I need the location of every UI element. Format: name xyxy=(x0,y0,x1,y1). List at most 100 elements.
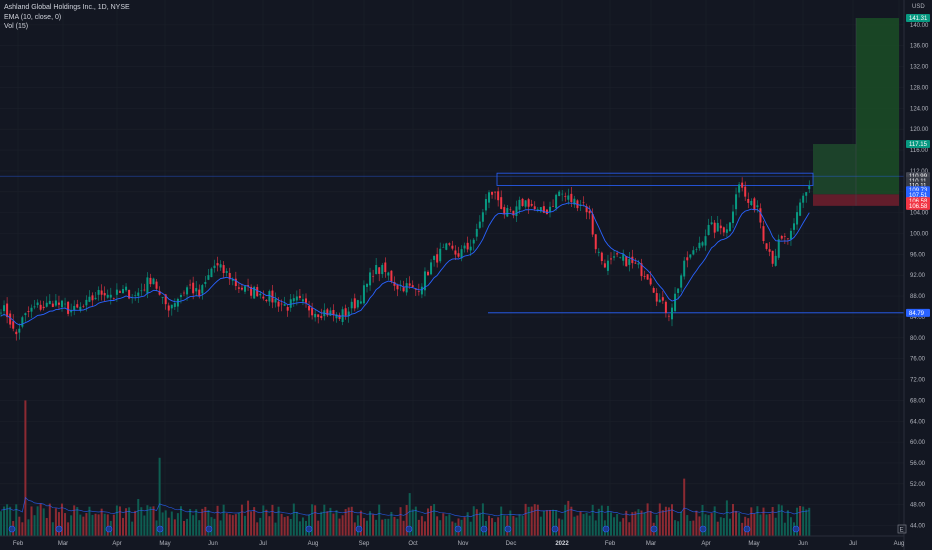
candle xyxy=(259,293,262,296)
earnings-marker-icon[interactable] xyxy=(305,525,313,533)
candle xyxy=(353,298,356,309)
candle xyxy=(30,307,33,312)
volume-bar xyxy=(216,505,219,536)
volume-bar xyxy=(210,517,213,536)
goto-realtime-button[interactable]: E xyxy=(897,524,907,534)
volume-bar xyxy=(417,519,420,536)
position-tool[interactable] xyxy=(813,18,899,206)
volume-bar xyxy=(545,510,548,536)
volume-bar xyxy=(390,511,393,536)
volume-bar xyxy=(500,506,503,536)
earnings-marker-icon[interactable] xyxy=(355,525,363,533)
volume-ma xyxy=(0,496,810,518)
symbol-title[interactable]: Ashland Global Holdings Inc., 1D, NYSE xyxy=(4,4,130,11)
earnings-marker-icon[interactable] xyxy=(792,525,800,533)
volume-bar xyxy=(683,478,686,536)
event-markers[interactable] xyxy=(8,525,800,533)
volume-bar xyxy=(808,507,811,536)
candle xyxy=(179,294,182,298)
time-label-12: Feb xyxy=(605,541,616,547)
earnings-marker-icon[interactable] xyxy=(480,525,488,533)
volume-bar xyxy=(402,520,405,536)
grid xyxy=(0,0,904,536)
candle xyxy=(387,272,390,276)
earnings-marker-icon[interactable] xyxy=(551,525,559,533)
candle xyxy=(57,302,60,305)
candle xyxy=(536,209,539,210)
volume-bar xyxy=(573,516,576,536)
candle xyxy=(234,278,237,287)
volume-bar xyxy=(671,504,673,536)
volume-bar xyxy=(195,509,198,536)
time-axis[interactable]: Feb Mar Apr May Jun Jul Aug Sep Oct Nov Dec 2022 Feb… xyxy=(13,541,905,547)
candle xyxy=(515,206,518,217)
volume-bar xyxy=(448,514,451,536)
candle xyxy=(454,250,457,255)
price-tag-1: 117.15 xyxy=(909,142,928,148)
candle xyxy=(289,299,292,308)
candle xyxy=(283,304,286,306)
candle xyxy=(436,254,439,263)
time-label-4: Jun xyxy=(208,541,218,547)
volume-bar xyxy=(167,517,170,536)
volume-bar xyxy=(732,503,734,536)
earnings-marker-icon[interactable] xyxy=(55,525,63,533)
price-tick-12: 92.00 xyxy=(910,273,926,279)
volume-bar xyxy=(442,513,445,536)
candle xyxy=(506,208,509,217)
candle xyxy=(271,290,274,303)
volume-bar xyxy=(414,506,417,536)
earnings-marker-icon[interactable] xyxy=(8,525,16,533)
volume-bar xyxy=(317,520,320,536)
earnings-marker-icon[interactable] xyxy=(156,525,164,533)
time-label-16: Jun xyxy=(798,541,808,547)
volume-bar xyxy=(469,521,472,536)
earnings-marker-icon[interactable] xyxy=(105,525,113,533)
candle xyxy=(247,285,250,287)
volume-bar xyxy=(24,400,27,536)
volume-bar xyxy=(716,521,719,536)
time-label-13: Mar xyxy=(646,541,656,547)
candle xyxy=(667,315,670,317)
candle xyxy=(451,245,454,249)
candle xyxy=(298,295,301,298)
earnings-marker-icon[interactable] xyxy=(743,525,751,533)
candle xyxy=(564,196,567,198)
candle xyxy=(3,305,6,312)
candle xyxy=(244,286,246,292)
horizontal-levels[interactable] xyxy=(0,172,904,314)
earnings-marker-icon[interactable] xyxy=(602,525,610,533)
volume-bar xyxy=(381,519,384,536)
volume-bar xyxy=(301,517,304,536)
volume-bar xyxy=(353,522,356,536)
candle xyxy=(655,293,658,302)
candle xyxy=(457,253,460,257)
volume-bar xyxy=(350,506,353,536)
earnings-marker-icon[interactable] xyxy=(405,525,413,533)
candle xyxy=(213,265,216,269)
earnings-marker-icon[interactable] xyxy=(650,525,658,533)
volume-bar xyxy=(192,515,195,536)
candle xyxy=(277,301,280,307)
volume-bar xyxy=(247,500,250,536)
volume-bar xyxy=(619,521,622,536)
price-tick-1: 136.00 xyxy=(910,44,929,50)
vol-legend[interactable]: Vol (15) xyxy=(4,23,29,30)
marker-circle xyxy=(8,525,16,533)
time-label-6: Aug xyxy=(308,541,319,547)
volume-bar xyxy=(637,509,640,536)
candle xyxy=(628,259,631,265)
ema-legend[interactable]: EMA (10, close, 0) xyxy=(4,13,62,21)
earnings-marker-icon[interactable] xyxy=(205,525,213,533)
candle xyxy=(112,298,115,299)
earnings-marker-icon[interactable] xyxy=(504,525,512,533)
candle xyxy=(652,288,655,293)
volume-bar xyxy=(118,506,121,536)
earnings-marker-icon[interactable] xyxy=(699,525,707,533)
volume-bar xyxy=(237,512,240,536)
candle xyxy=(192,282,195,294)
volume-bar xyxy=(48,503,51,536)
volume-bar xyxy=(789,517,792,536)
earnings-marker-icon[interactable] xyxy=(454,525,462,533)
